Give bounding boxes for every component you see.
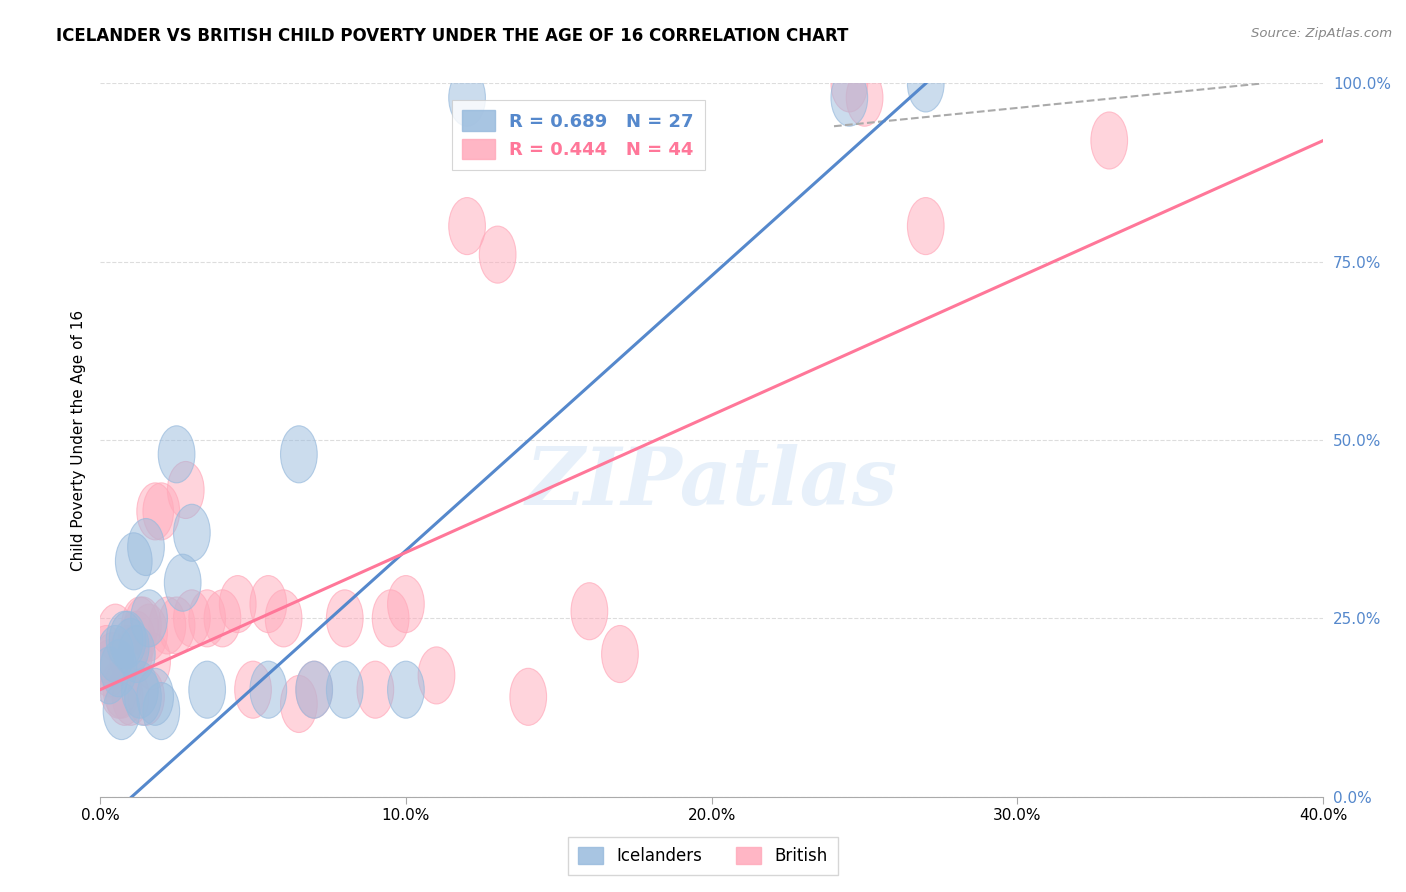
Ellipse shape	[449, 70, 485, 127]
Ellipse shape	[219, 575, 256, 632]
Text: Source: ZipAtlas.com: Source: ZipAtlas.com	[1251, 27, 1392, 40]
Ellipse shape	[388, 661, 425, 718]
Ellipse shape	[100, 661, 136, 718]
Ellipse shape	[107, 668, 143, 725]
Ellipse shape	[91, 647, 128, 704]
Ellipse shape	[250, 575, 287, 632]
Ellipse shape	[846, 70, 883, 127]
Ellipse shape	[449, 197, 485, 254]
Ellipse shape	[281, 425, 318, 483]
Ellipse shape	[131, 590, 167, 647]
Ellipse shape	[112, 668, 149, 725]
Ellipse shape	[103, 682, 139, 739]
Ellipse shape	[173, 590, 211, 647]
Ellipse shape	[831, 55, 868, 112]
Ellipse shape	[118, 625, 155, 682]
Ellipse shape	[97, 625, 134, 682]
Legend: Icelanders, British: Icelanders, British	[568, 837, 838, 875]
Ellipse shape	[118, 611, 155, 668]
Ellipse shape	[167, 461, 204, 518]
Ellipse shape	[326, 590, 363, 647]
Ellipse shape	[143, 483, 180, 540]
Ellipse shape	[418, 647, 456, 704]
Ellipse shape	[159, 597, 195, 654]
Ellipse shape	[357, 661, 394, 718]
Ellipse shape	[159, 425, 195, 483]
Ellipse shape	[266, 590, 302, 647]
Ellipse shape	[121, 661, 159, 718]
Ellipse shape	[235, 661, 271, 718]
Ellipse shape	[602, 625, 638, 682]
Ellipse shape	[188, 661, 225, 718]
Ellipse shape	[173, 504, 211, 561]
Ellipse shape	[131, 604, 167, 661]
Ellipse shape	[125, 597, 162, 654]
Ellipse shape	[91, 640, 128, 697]
Ellipse shape	[136, 668, 173, 725]
Ellipse shape	[149, 597, 186, 654]
Ellipse shape	[831, 70, 868, 127]
Ellipse shape	[204, 590, 240, 647]
Ellipse shape	[165, 554, 201, 611]
Ellipse shape	[115, 533, 152, 590]
Ellipse shape	[125, 668, 162, 725]
Ellipse shape	[373, 590, 409, 647]
Ellipse shape	[97, 604, 134, 661]
Ellipse shape	[94, 632, 131, 690]
Ellipse shape	[1091, 112, 1128, 169]
Ellipse shape	[121, 597, 159, 654]
Ellipse shape	[128, 518, 165, 575]
Ellipse shape	[100, 640, 136, 697]
Ellipse shape	[326, 661, 363, 718]
Ellipse shape	[136, 483, 173, 540]
Ellipse shape	[128, 668, 165, 725]
Ellipse shape	[907, 197, 943, 254]
Ellipse shape	[134, 632, 170, 690]
Ellipse shape	[295, 661, 333, 718]
Ellipse shape	[143, 682, 180, 739]
Ellipse shape	[250, 661, 287, 718]
Ellipse shape	[510, 668, 547, 725]
Ellipse shape	[107, 611, 143, 668]
Ellipse shape	[110, 625, 146, 682]
Ellipse shape	[112, 618, 149, 675]
Ellipse shape	[89, 625, 125, 682]
Ellipse shape	[295, 661, 333, 718]
Y-axis label: Child Poverty Under the Age of 16: Child Poverty Under the Age of 16	[72, 310, 86, 571]
Legend: R = 0.689   N = 27, R = 0.444   N = 44: R = 0.689 N = 27, R = 0.444 N = 44	[451, 100, 704, 170]
Text: ICELANDER VS BRITISH CHILD POVERTY UNDER THE AGE OF 16 CORRELATION CHART: ICELANDER VS BRITISH CHILD POVERTY UNDER…	[56, 27, 849, 45]
Ellipse shape	[188, 590, 225, 647]
Ellipse shape	[907, 55, 943, 112]
Ellipse shape	[388, 575, 425, 632]
Ellipse shape	[115, 625, 152, 682]
Ellipse shape	[571, 582, 607, 640]
Ellipse shape	[479, 226, 516, 283]
Ellipse shape	[281, 675, 318, 732]
Ellipse shape	[103, 661, 139, 718]
Text: ZIPatlas: ZIPatlas	[526, 444, 898, 522]
Ellipse shape	[110, 611, 146, 668]
